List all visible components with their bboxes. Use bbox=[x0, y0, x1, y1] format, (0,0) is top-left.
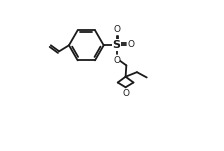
Text: S: S bbox=[112, 40, 121, 50]
Text: O: O bbox=[127, 40, 135, 49]
Text: O: O bbox=[113, 56, 120, 65]
Text: O: O bbox=[114, 25, 121, 34]
Text: O: O bbox=[122, 89, 129, 98]
